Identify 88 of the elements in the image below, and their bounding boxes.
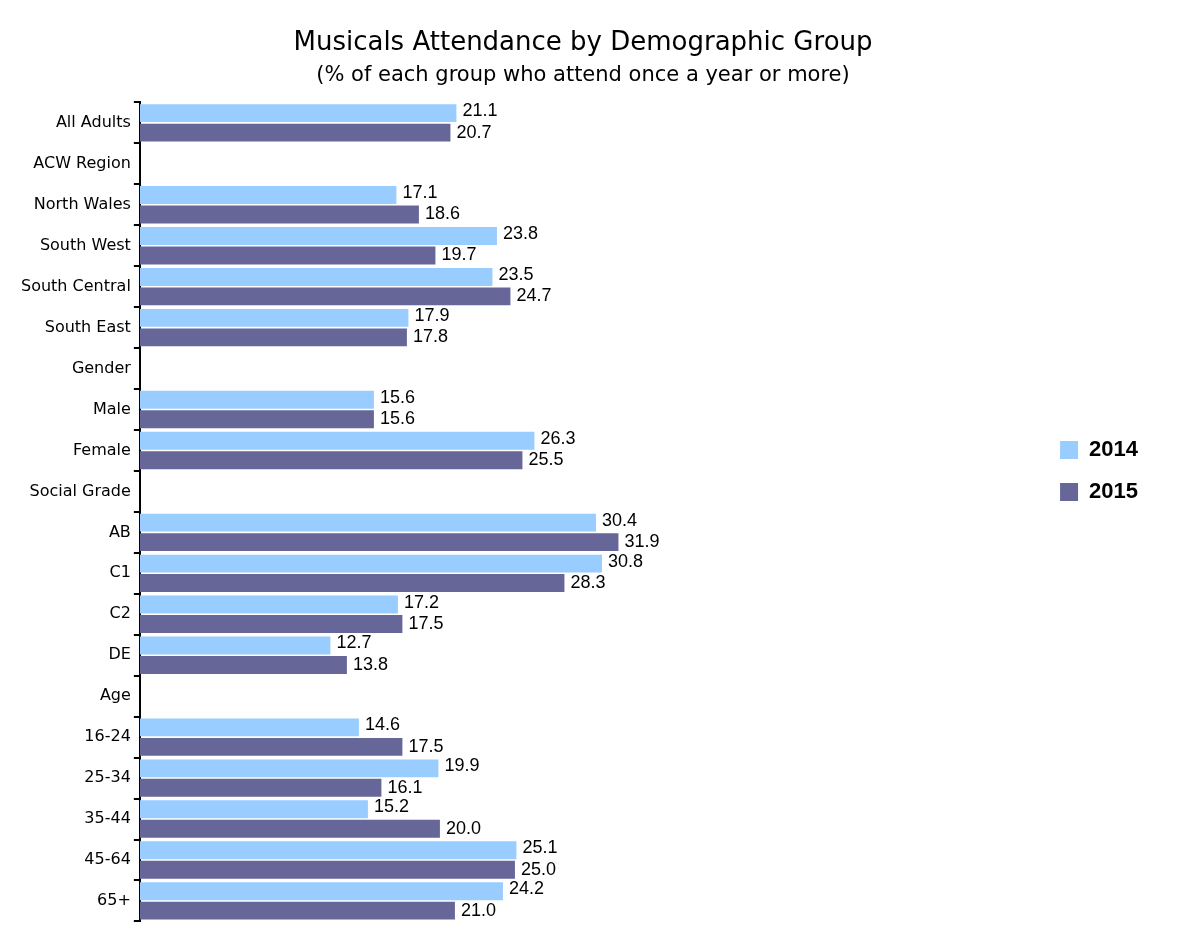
bar	[139, 737, 403, 756]
y-tick-label: Male	[92, 398, 131, 418]
y-tick-label: Gender	[71, 357, 132, 377]
y-tick-label: 25-34	[84, 767, 131, 787]
y-tick-label: 45-64	[84, 849, 131, 869]
bar	[139, 819, 440, 838]
y-tick-label: C1	[109, 562, 131, 582]
y-tick-label: C2	[109, 603, 131, 623]
y-tick-label: 16-24	[84, 726, 131, 746]
bar	[139, 268, 493, 286]
data-label: 20.7	[456, 121, 492, 142]
bar	[139, 860, 515, 879]
bar	[139, 328, 407, 347]
data-label: 26.3	[540, 427, 576, 448]
bar	[139, 901, 455, 920]
data-label: 17.1	[402, 182, 438, 203]
data-label: 18.6	[424, 203, 460, 224]
data-label: 25.1	[522, 837, 558, 858]
bar	[139, 841, 517, 860]
y-tick-label: South West	[39, 234, 131, 254]
data-label: 21.0	[460, 899, 496, 920]
bar	[139, 410, 374, 429]
bar	[139, 123, 451, 142]
bar	[139, 800, 368, 819]
data-label: 15.6	[379, 386, 415, 407]
data-label: 17.5	[408, 735, 444, 756]
bar	[139, 882, 503, 901]
bar	[139, 615, 403, 633]
data-label: 25.5	[528, 449, 564, 470]
y-tick-label: South East	[44, 316, 131, 336]
data-label: 30.8	[607, 550, 643, 571]
data-label: 25.0	[520, 858, 556, 879]
bar	[139, 595, 398, 614]
y-tick-label: North Wales	[33, 193, 131, 213]
data-label: 30.4	[601, 509, 637, 530]
bar	[139, 246, 436, 265]
bar	[139, 656, 347, 674]
data-label: 17.9	[414, 304, 450, 325]
data-label: 21.1	[462, 100, 498, 121]
y-tick-label: All Adults	[55, 112, 131, 132]
bar	[139, 759, 439, 778]
bar	[139, 431, 535, 450]
bar	[139, 104, 457, 123]
y-tick-label: DE	[108, 644, 131, 664]
bar	[139, 718, 359, 737]
chart-title: Musicals Attendance by Demographic Group	[293, 26, 873, 57]
y-tick-label: South Central	[21, 275, 131, 295]
data-label: 16.1	[387, 776, 423, 797]
data-label: 19.9	[444, 755, 480, 776]
data-label: 12.7	[336, 632, 372, 653]
y-tick-label: 65+	[97, 890, 131, 910]
bar	[139, 574, 565, 592]
y-tick-label: 35-44	[84, 808, 131, 828]
data-label: 24.7	[516, 285, 552, 306]
legend-label: 2014	[1089, 436, 1139, 462]
bar	[139, 451, 523, 470]
bar	[139, 227, 497, 245]
data-label: 24.2	[508, 878, 544, 899]
data-label: 17.5	[408, 612, 444, 633]
bar	[139, 287, 511, 306]
bar	[139, 513, 596, 532]
chart-subtitle: (% of each group who attend once a year or more)	[316, 62, 850, 87]
y-tick-label: ACW Region	[33, 152, 131, 172]
data-label: 23.8	[502, 222, 538, 243]
data-label: 31.9	[624, 531, 660, 552]
bar	[139, 205, 419, 224]
bar	[139, 533, 619, 552]
y-tick-label: Age	[99, 685, 131, 705]
bar	[139, 390, 374, 409]
data-label: 14.6	[364, 714, 400, 735]
data-label: 19.7	[441, 244, 477, 265]
data-label: 17.8	[412, 326, 448, 347]
bar	[139, 778, 382, 797]
bar	[139, 554, 602, 573]
y-tick-label: Female	[72, 439, 131, 459]
legend-label: 2015	[1089, 478, 1139, 504]
data-label: 23.5	[498, 263, 534, 284]
data-label: 15.2	[373, 796, 409, 817]
bar	[139, 308, 409, 327]
data-label: 15.6	[379, 408, 415, 429]
data-label: 13.8	[352, 653, 388, 674]
bar	[139, 636, 331, 655]
data-label: 17.2	[403, 591, 439, 612]
y-tick-label: AB	[108, 521, 131, 541]
bar	[139, 186, 397, 204]
data-label: 28.3	[570, 572, 606, 593]
data-label: 20.0	[445, 817, 481, 838]
y-tick-label: Social Grade	[29, 480, 131, 500]
